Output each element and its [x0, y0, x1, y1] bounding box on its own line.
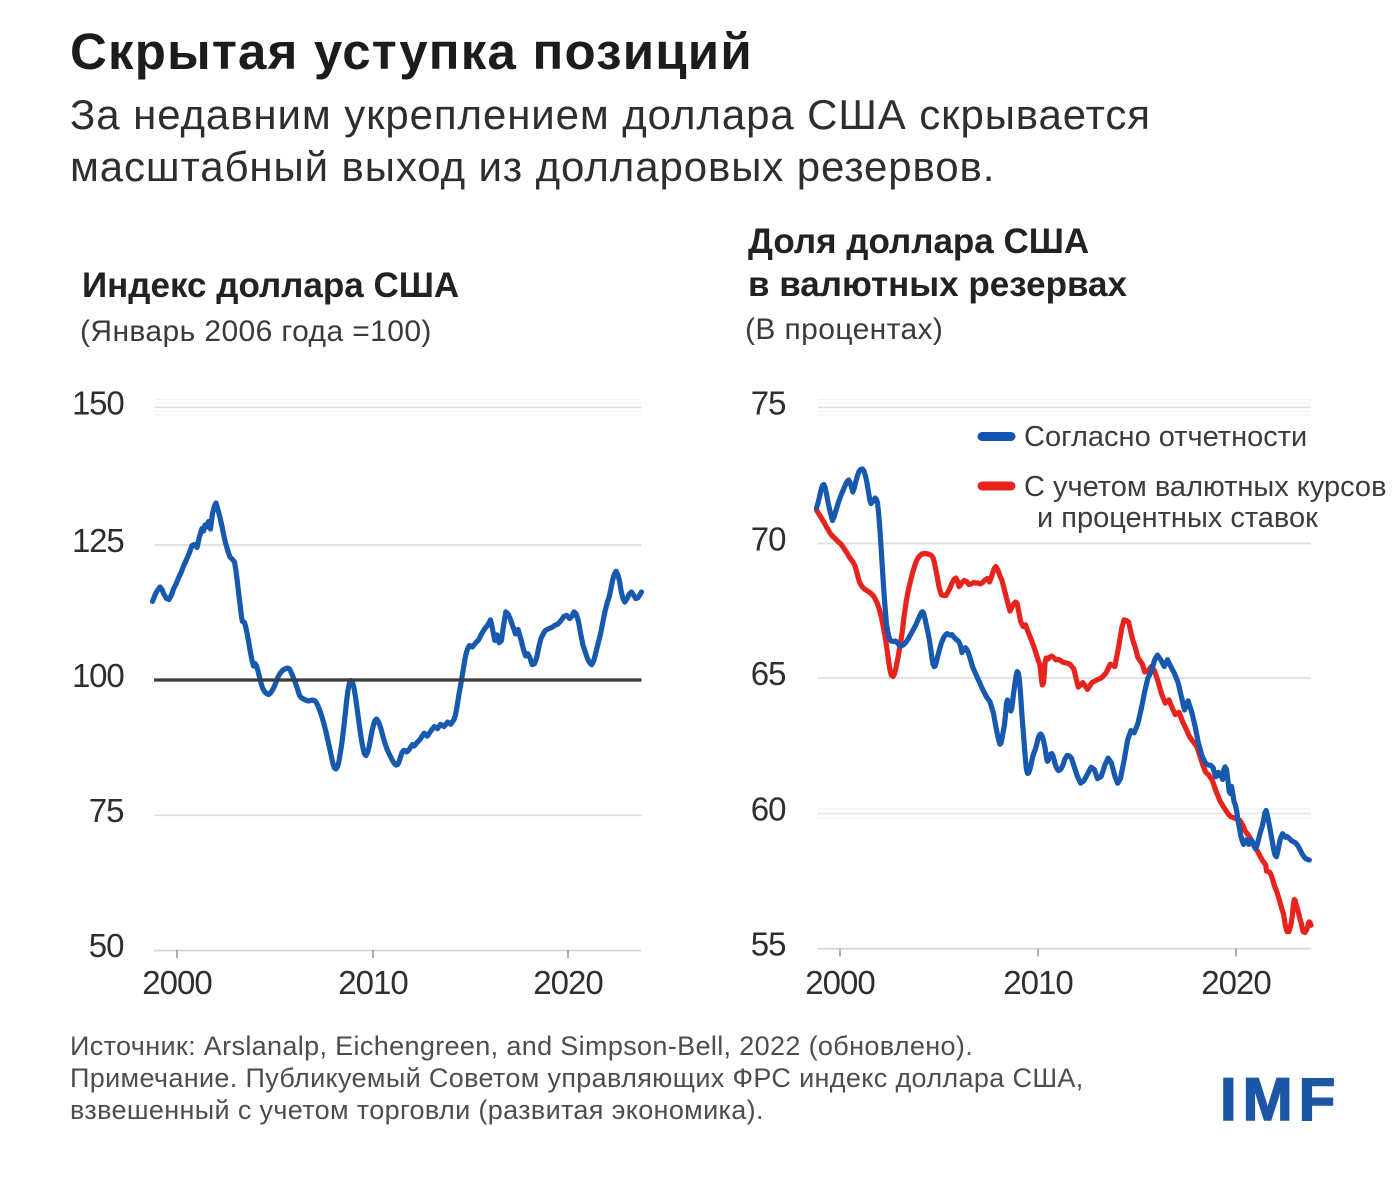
- svg-text:в валютных резервах: в валютных резервах: [748, 265, 1128, 304]
- svg-text:2000: 2000: [805, 964, 875, 1001]
- svg-text:Согласно отчетности: Согласно отчетности: [1024, 421, 1307, 453]
- svg-text:2000: 2000: [142, 964, 212, 1001]
- svg-text:65: 65: [751, 655, 786, 692]
- svg-text:взвешенный с учетом торговли (: взвешенный с учетом торговли (развитая э…: [70, 1095, 764, 1125]
- svg-text:Скрытая уступка позиций: Скрытая уступка позиций: [70, 23, 753, 80]
- svg-text:75: 75: [751, 385, 786, 422]
- svg-text:75: 75: [89, 792, 124, 829]
- svg-text:Доля доллара США: Доля доллара США: [748, 222, 1089, 261]
- svg-text:60: 60: [751, 791, 786, 828]
- svg-text:2020: 2020: [1201, 964, 1271, 1001]
- svg-text:2010: 2010: [338, 964, 408, 1001]
- svg-text:и процентных ставок: и процентных ставок: [1037, 502, 1318, 534]
- svg-text:70: 70: [751, 521, 786, 558]
- svg-text:100: 100: [72, 657, 124, 694]
- svg-text:Источник: Arslanalp, Eichengre: Источник: Arslanalp, Eichengreen, and Si…: [70, 1031, 973, 1061]
- svg-text:За недавним укреплением доллар: За недавним укреплением доллара США скры…: [70, 91, 1151, 138]
- svg-text:125: 125: [72, 522, 123, 559]
- svg-text:55: 55: [751, 926, 786, 963]
- svg-text:масштабный выход из долларовых: масштабный выход из долларовых резервов.: [70, 143, 995, 190]
- svg-text:2020: 2020: [533, 964, 603, 1001]
- svg-text:(Январь 2006 года =100): (Январь 2006 года =100): [80, 315, 432, 348]
- svg-text:150: 150: [72, 385, 124, 422]
- svg-text:Примечание. Публикуемый Совето: Примечание. Публикуемый Советом управляю…: [70, 1063, 1084, 1093]
- svg-text:Индекс доллара США: Индекс доллара США: [82, 266, 459, 305]
- svg-text:50: 50: [89, 927, 124, 964]
- svg-text:IMF: IMF: [1220, 1066, 1341, 1133]
- svg-text:С учетом валютных курсов: С учетом валютных курсов: [1024, 471, 1386, 503]
- svg-text:(В процентах): (В процентах): [745, 313, 943, 346]
- svg-text:2010: 2010: [1003, 964, 1073, 1001]
